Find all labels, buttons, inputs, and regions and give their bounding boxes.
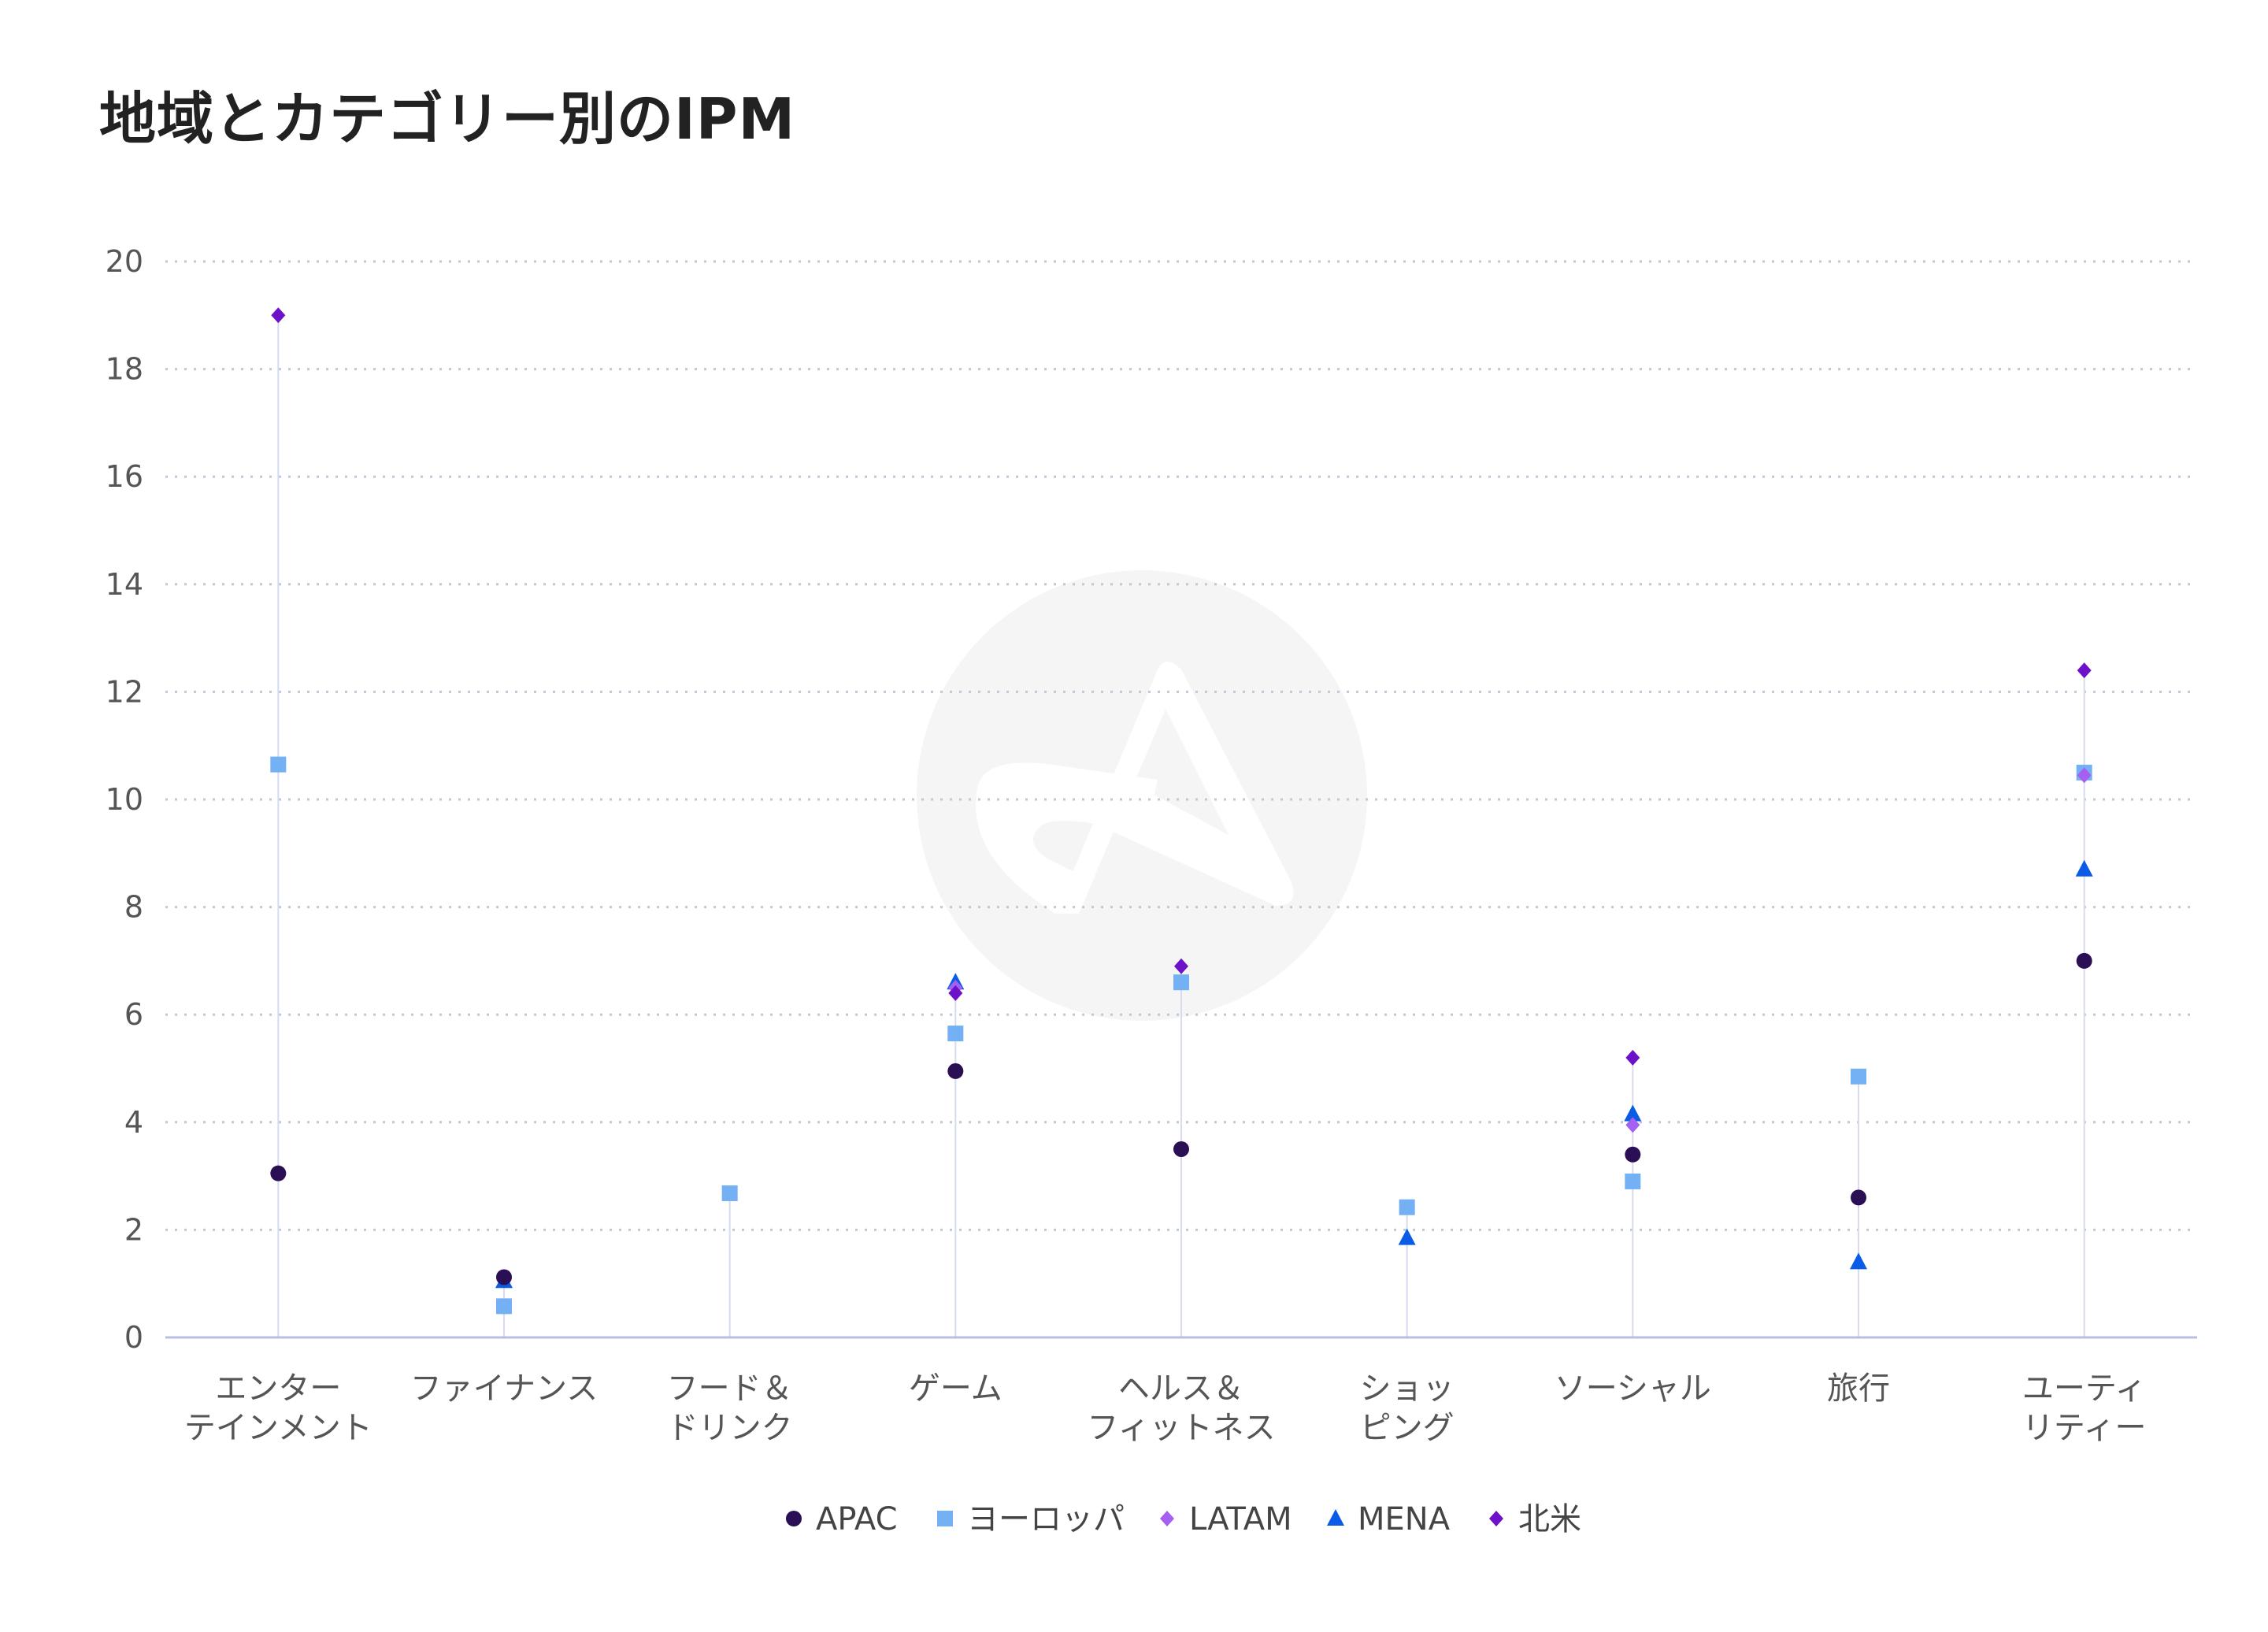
x-category-label-line: ピング [1360,1410,1455,1446]
data-point [1624,1104,1642,1122]
x-category-label: ソーシャル [1555,1371,1711,1407]
x-category-label: フード＆ドリンク [667,1371,793,1446]
x-category-label-line: エンター [215,1371,341,1407]
y-tick-label: 0 [124,1320,143,1355]
x-category-label-line: フィットネス [1087,1410,1275,1446]
x-category-label: ショッピング [1360,1371,1455,1446]
y-tick-label: 14 [106,567,143,602]
legend-marker [1327,1509,1344,1526]
data-point [1851,1189,1866,1206]
legend-label: ヨーロッパ [967,1501,1125,1537]
data-point [948,985,963,1001]
legend-marker [786,1511,802,1526]
legend-marker [1489,1511,1503,1526]
x-category-label: 旅行 [1827,1371,1890,1407]
data-point [1173,1141,1189,1157]
x-category-label: ユーティリティー [2022,1371,2147,1446]
data-point [2077,767,2092,784]
y-tick-label: 12 [106,674,143,709]
legend-marker [937,1511,953,1526]
data-point [2075,859,2093,877]
data-point [1173,974,1189,991]
data-point [2076,952,2092,969]
y-tick-label: 20 [106,244,143,279]
x-category-label-line: ドリンク [667,1410,793,1446]
x-category-label-line: 旅行 [1827,1371,1890,1407]
x-axis: エンターテインメント ファイナンス フード＆ドリンク ゲーム ヘルス＆フィットネス ショッ… [165,1336,2197,1446]
legend-label: 北米 [1518,1501,1581,1537]
y-tick-label: 16 [106,459,143,494]
chart-title: 地域とカテゴリー別のIPM [99,86,796,152]
y-tick-label: 2 [124,1212,143,1247]
x-category-label-line: ゲーム [909,1371,1002,1407]
data-point [2077,662,2092,679]
y-tick-label: 10 [106,782,143,817]
x-category-label: ゲーム [909,1371,1002,1407]
x-category-label: ファイナンス [410,1371,598,1407]
data-point [1625,1117,1640,1133]
data-point [1625,1049,1640,1066]
x-category-label: ヘルス＆フィットネス [1087,1371,1275,1446]
x-category-label-line: テインメント [184,1410,372,1446]
legend-label: LATAM [1189,1501,1292,1537]
x-category-label-line: ヘルス＆ [1118,1371,1244,1407]
data-point [270,756,287,773]
x-category-label-line: リティー [2022,1410,2147,1446]
y-axis: 0 2 4 6 8 10 12 14 16 18 20 [106,244,143,1355]
legend: APAC ヨーロッパ LATAM MENA 北米 [786,1501,1581,1537]
data-point [1850,1252,1867,1270]
data-points [270,307,2093,1315]
x-category-label-line: ソーシャル [1555,1371,1711,1407]
y-tick-label: 18 [106,352,143,387]
x-category-label-line: ユーティ [2022,1371,2147,1407]
watermark-logo [917,570,1367,1021]
y-tick-label: 4 [124,1105,143,1140]
legend-label: APAC [816,1501,898,1537]
data-point [1625,1146,1641,1163]
data-point [947,1063,964,1079]
x-category-label-line: フード＆ [667,1371,793,1407]
data-point [1851,1068,1866,1085]
y-tick-label: 8 [124,890,143,925]
x-category-label-line: ファイナンス [410,1371,598,1407]
data-point [270,1165,287,1181]
data-point [496,1269,512,1285]
legend-label: MENA [1358,1501,1451,1537]
legend-marker [1160,1511,1174,1526]
data-point [1398,1228,1416,1245]
data-point [496,1298,512,1315]
y-tick-label: 6 [124,997,143,1032]
data-point [1399,1199,1415,1215]
data-point [1174,958,1188,974]
data-point [947,1026,964,1042]
x-category-label: エンターテインメント [184,1371,372,1446]
data-point [271,307,286,324]
x-category-label-line: ショッ [1360,1371,1455,1407]
data-point [1625,1173,1641,1189]
data-point [721,1185,738,1201]
